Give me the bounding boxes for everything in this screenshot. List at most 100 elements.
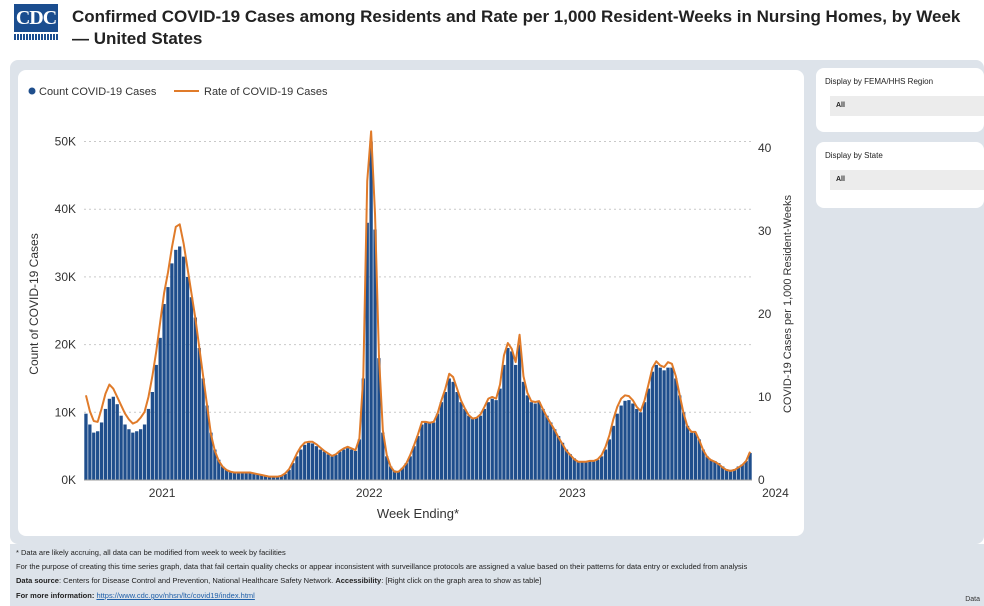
count-bar [306,442,311,480]
region-filter-card: Display by FEMA/HHS Region All [816,68,984,132]
count-bar [142,424,147,480]
count-bar [416,436,420,480]
count-bar [150,392,155,480]
footer-data-source: Data source: Centers for Disease Control… [16,576,541,585]
count-bar [334,454,338,480]
count-bar [146,408,151,480]
count-bar [138,429,143,480]
count-bar [400,467,405,480]
y2-tick-label: 40 [758,141,772,155]
count-bar [447,378,451,480]
state-select[interactable]: All [830,170,984,190]
count-bar [392,470,397,480]
count-bar [349,449,354,480]
rate-line [84,130,751,478]
count-bar [346,448,350,480]
count-bar [529,402,533,480]
count-bar [310,443,315,480]
legend-rate-label: Rate of COVID-19 Cases [204,86,328,98]
count-bar [439,402,444,480]
count-bars [84,141,752,480]
count-bar [705,456,709,480]
count-bar [96,431,100,480]
count-bar [646,388,651,480]
count-bar [588,461,592,480]
x-tick-label: 2021 [149,486,176,500]
count-bar [357,439,362,480]
count-bar [568,454,573,480]
count-bar [736,466,740,480]
count-bar [642,402,647,480]
count-bar [131,432,135,480]
region-select[interactable]: All [830,96,984,116]
state-filter-card: Display by State All [816,142,984,208]
count-bar [525,395,530,480]
count-bar [267,475,272,480]
footer-more-info: For more information: https://www.cdc.go… [16,591,255,600]
count-bar [728,469,733,480]
count-bar [463,408,467,480]
source-text: : Centers for Disease Control and Preven… [58,576,336,585]
count-bar [596,459,600,480]
count-bar [178,246,182,480]
count-bar [224,469,229,480]
count-bar [697,439,701,480]
cdc-logo[interactable]: CDC [14,4,58,42]
count-bar [158,337,162,480]
count-bar [584,461,588,480]
count-bar [99,422,104,480]
count-bar [627,400,631,480]
covid-chart[interactable]: 0K 10K 20K 30K 40K 50K 0 10 20 30 40 2021 2022 2023 20… [18,70,804,536]
count-bar [666,367,670,480]
count-bar [170,263,174,480]
footer-note-accruing: * Data are likely accruing, all data can… [16,548,286,557]
y-tick-label: 10K [55,405,76,419]
count-bar [674,378,678,480]
count-bar [564,449,569,480]
count-bar [607,439,612,480]
count-bar [283,473,287,480]
more-info-link[interactable]: https://www.cdc.gov/nhsn/ltc/covid19/ind… [96,591,255,600]
count-bar [263,475,268,480]
page-header: CDC Confirmed COVID-19 Cases among Resid… [0,0,984,56]
count-bar [455,392,459,480]
count-bar [342,449,346,480]
count-bar [228,471,233,480]
count-bar [303,444,307,480]
count-bar [541,408,545,480]
x-tick-label: 2023 [559,486,586,500]
count-bar [369,141,373,480]
count-bar [740,464,744,480]
page-title: Confirmed COVID-19 Cases among Residents… [72,7,961,48]
count-bar [404,463,408,480]
count-bar [260,474,264,480]
count-bar [314,446,319,480]
count-bar [498,388,502,480]
count-bar [560,442,565,480]
count-bar [408,456,412,480]
count-bar [221,466,225,480]
count-bar [580,461,584,480]
count-bar [494,400,498,480]
count-bar [689,432,694,480]
count-bar [193,317,197,480]
count-bar [123,424,127,480]
count-bar [556,436,561,480]
count-bar [389,466,393,480]
more-info-separator: : [91,591,97,600]
x-tick-label: 2024 [762,486,789,500]
count-bar [330,456,334,480]
count-bar [154,364,158,480]
count-bar [619,405,623,480]
count-bar [201,378,205,480]
count-bar [299,449,303,480]
more-info-label: For more information [16,591,92,600]
count-bar [533,403,537,480]
chart-card[interactable]: 0K 10K 20K 30K 40K 50K 0 10 20 30 40 2021 2022 2023 20… [18,70,804,536]
count-bar [244,472,248,480]
count-bar [209,432,213,480]
count-bar [232,472,237,480]
count-bar [478,415,483,480]
count-bar [431,422,436,480]
legend-count-marker [28,87,36,95]
